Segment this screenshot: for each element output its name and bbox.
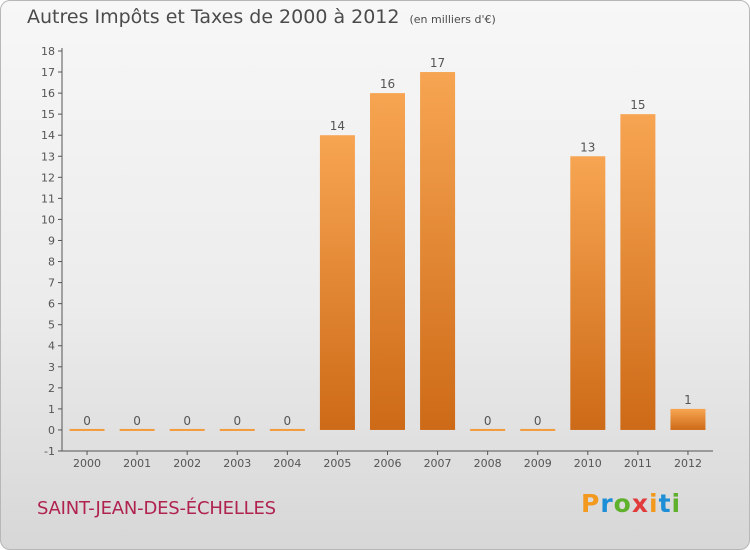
- logo-letter: i: [671, 489, 682, 518]
- value-label: 0: [534, 414, 542, 428]
- bar: [620, 114, 656, 430]
- x-tick-label: 2007: [424, 457, 452, 470]
- value-label: 14: [330, 119, 345, 133]
- bar: [119, 428, 155, 431]
- value-label: 0: [83, 414, 91, 428]
- y-tick-label: 15: [41, 108, 55, 121]
- value-label: 0: [284, 414, 292, 428]
- logo-letter: o: [613, 489, 632, 518]
- y-tick-label: 12: [41, 171, 55, 184]
- bar: [520, 428, 556, 431]
- value-label: 0: [133, 414, 141, 428]
- x-tick-label: 2000: [73, 457, 101, 470]
- bar: [219, 428, 255, 431]
- y-tick-label: 16: [41, 87, 55, 100]
- logo-letter: t: [658, 489, 672, 518]
- value-label: 0: [233, 414, 241, 428]
- logo-letter: r: [600, 489, 614, 518]
- bar: [670, 408, 706, 430]
- y-tick-label: 11: [41, 192, 55, 205]
- logo-letter: P: [581, 489, 601, 518]
- y-tick-label: 17: [41, 66, 55, 79]
- y-tick-label: 10: [41, 213, 55, 226]
- bar: [319, 135, 355, 430]
- x-tick-label: 2004: [273, 457, 301, 470]
- x-tick-label: 2006: [374, 457, 402, 470]
- bar: [420, 72, 456, 430]
- value-label: 0: [484, 414, 492, 428]
- chart-title: Autres Impôts et Taxes de 2000 à 2012 (en…: [27, 6, 496, 28]
- value-label: 15: [630, 98, 645, 112]
- y-tick-label: 2: [48, 382, 55, 395]
- y-tick-label: 0: [48, 424, 55, 437]
- bar: [69, 428, 105, 431]
- logo-letter: i: [649, 489, 659, 518]
- y-tick-label: 3: [48, 361, 55, 374]
- x-tick-label: 2002: [173, 457, 201, 470]
- logo-letter: x: [631, 489, 649, 518]
- x-tick-label: 2005: [323, 457, 351, 470]
- bar: [570, 156, 606, 430]
- y-tick-label: 7: [48, 277, 55, 290]
- y-tick-label: 14: [41, 129, 55, 142]
- title-text: Autres Impôts et Taxes de 2000 à 2012: [27, 6, 400, 28]
- value-label: 1: [684, 393, 692, 407]
- bar: [169, 428, 205, 431]
- y-tick-label: 5: [48, 319, 55, 332]
- y-tick-label: 6: [48, 298, 55, 311]
- bar: [470, 428, 506, 431]
- value-label: 16: [380, 77, 395, 91]
- y-tick-label: 13: [41, 150, 55, 163]
- x-tick-label: 2012: [674, 457, 702, 470]
- x-tick-label: 2008: [474, 457, 502, 470]
- bar: [370, 93, 405, 430]
- y-tick-label: 8: [48, 256, 55, 269]
- x-tick-label: 2011: [624, 457, 652, 470]
- place-name: SAINT-JEAN-DES-ÉCHELLES: [37, 498, 276, 519]
- x-tick-label: 2010: [574, 457, 602, 470]
- x-tick-label: 2001: [123, 457, 151, 470]
- y-tick-label: 4: [48, 340, 55, 353]
- x-tick-label: 2009: [524, 457, 552, 470]
- y-tick-label: -1: [44, 445, 55, 458]
- unit-label: (en milliers d'€): [409, 13, 496, 26]
- value-label: 0: [183, 414, 191, 428]
- bar: [269, 428, 305, 431]
- value-label: 13: [580, 140, 595, 154]
- y-tick-label: 1: [48, 403, 55, 416]
- y-tick-label: 9: [48, 234, 55, 247]
- proxiti-logo: Proxiti: [581, 489, 681, 518]
- value-label: 17: [430, 56, 445, 70]
- y-tick-label: 18: [41, 45, 55, 58]
- x-tick-label: 2003: [223, 457, 251, 470]
